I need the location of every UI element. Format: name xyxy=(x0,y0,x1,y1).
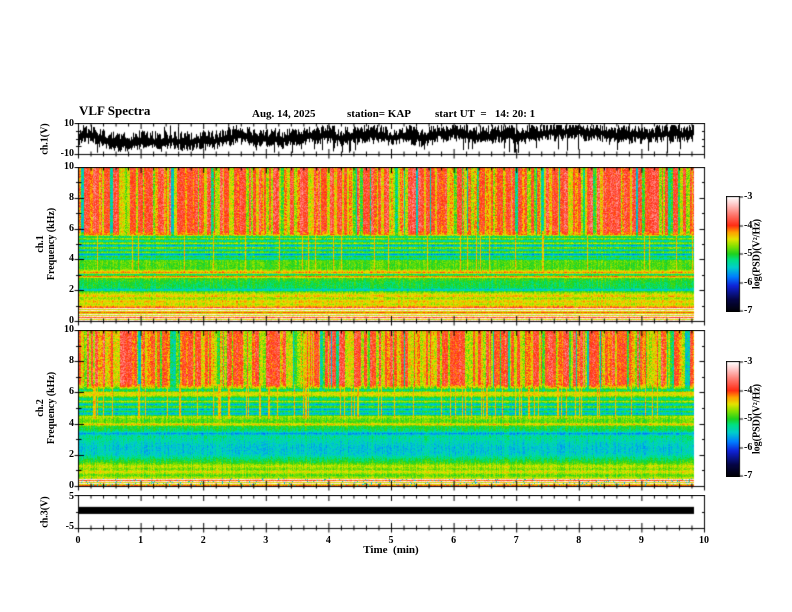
time-tick-label: 7 xyxy=(513,535,519,546)
time-axis-label: Time (min) xyxy=(363,544,419,556)
time-tick-label: 2 xyxy=(200,535,206,546)
ch1-freq-axis-label: ch.1 Frequency (kHz) xyxy=(35,208,57,280)
figure-station: station= KAP xyxy=(347,108,412,120)
colorbar-tick-label: -5 xyxy=(744,248,753,259)
ch1-freq-axis-unit: Frequency (kHz) xyxy=(46,207,57,281)
ch1-waveform-panel xyxy=(73,123,710,160)
ch3-volt-tick-label: 5 xyxy=(69,491,74,502)
time-tick-label: 1 xyxy=(138,535,144,546)
ch2-freq-tick-label: 10 xyxy=(64,324,74,335)
time-tick-label: 10 xyxy=(699,535,709,546)
ch1-freq-tick-label: 10 xyxy=(64,161,74,172)
colorbar1-axis-label: log(PSD)(V²/Hz) xyxy=(751,218,763,290)
colorbar-tick-label: -7 xyxy=(744,470,753,481)
ch1-freq-tick-label: 4 xyxy=(69,253,74,264)
colorbar-tick-label: -3 xyxy=(744,191,753,202)
ch1-freq-tick-label: 8 xyxy=(69,192,74,203)
figure-date: Aug. 14, 2025 xyxy=(252,108,316,120)
ch1-freq-tick-label: 0 xyxy=(69,315,74,326)
ch1-volt-tick-label: -10 xyxy=(60,148,74,159)
time-tick-label: 0 xyxy=(75,535,81,546)
ch2-freq-axis-channel: ch.2 xyxy=(35,399,46,417)
ch1-spectrogram-panel xyxy=(73,167,710,327)
time-tick-label: 5 xyxy=(388,535,394,546)
ch1-freq-axis-channel: ch.1 xyxy=(35,235,46,253)
figure-title: VLF Spectra xyxy=(79,103,151,118)
ch1-freq-tick-label: 2 xyxy=(69,284,74,295)
ch2-freq-axis-unit: Frequency (kHz) xyxy=(46,371,57,445)
time-tick-label: 9 xyxy=(638,535,644,546)
ch2-freq-tick-label: 6 xyxy=(69,386,74,397)
time-tick-label: 3 xyxy=(263,535,269,546)
time-tick-label: 4 xyxy=(325,535,331,546)
colorbar-ch2 xyxy=(726,361,744,477)
colorbar-tick-label: -5 xyxy=(744,413,753,424)
colorbar-tick-label: -4 xyxy=(744,384,753,396)
ch1-freq-tick-label: 6 xyxy=(69,223,74,234)
ch2-freq-tick-label: 8 xyxy=(69,355,74,366)
ch2-freq-axis-label: ch.2 Frequency (kHz) xyxy=(35,372,57,444)
colorbar-tick-label: -7 xyxy=(744,305,753,316)
colorbar-tick-label: -4 xyxy=(744,219,753,231)
ch2-freq-tick-label: 0 xyxy=(69,480,74,491)
colorbar-tick-label: -3 xyxy=(744,356,753,367)
ch2-freq-tick-label: 4 xyxy=(69,418,74,429)
colorbar2-axis-label: log(PSD)(V²/Hz) xyxy=(751,383,763,455)
time-tick-label: 6 xyxy=(451,535,457,546)
ch2-freq-tick-label: 2 xyxy=(69,449,74,460)
time-tick-label: 8 xyxy=(576,535,582,546)
ch3-level-panel xyxy=(73,495,710,534)
ch2-spectrogram-panel xyxy=(73,330,710,492)
colorbar-ch1 xyxy=(726,196,744,312)
colorbar-tick-label: -6 xyxy=(744,276,753,288)
figure-start-ut: start UT = 14: 20: 1 xyxy=(435,108,536,120)
ch3-volt-tick-label: -5 xyxy=(65,521,74,532)
ch1-volt-tick-label: 10 xyxy=(64,118,74,129)
ch3-volt-axis-label: ch.3(V) xyxy=(39,496,51,528)
colorbar-tick-label: -6 xyxy=(744,441,753,453)
ch1-volt-axis-label: ch.1(V) xyxy=(39,123,51,155)
